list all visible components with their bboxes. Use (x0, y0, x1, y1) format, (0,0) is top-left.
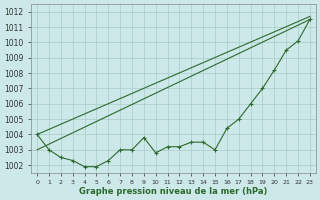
X-axis label: Graphe pression niveau de la mer (hPa): Graphe pression niveau de la mer (hPa) (79, 187, 268, 196)
